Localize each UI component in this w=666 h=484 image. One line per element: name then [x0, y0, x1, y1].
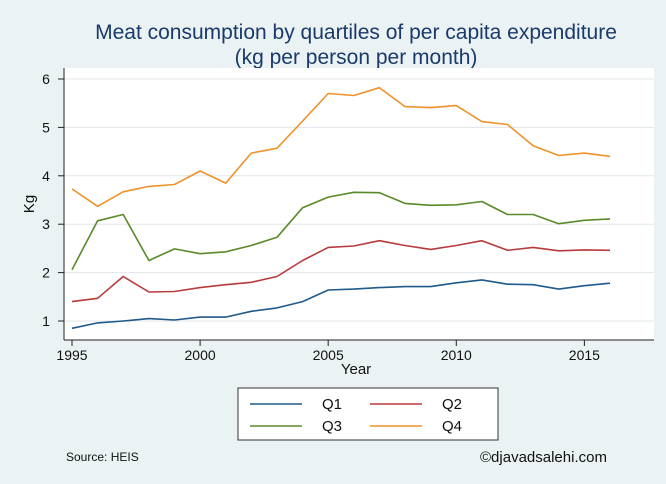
legend-box [237, 387, 499, 441]
y-tick-label-3: 3 [42, 216, 50, 232]
y-tick-label-1: 1 [42, 313, 50, 329]
legend-label-q3: Q3 [322, 418, 342, 435]
gridlines [64, 78, 654, 322]
series-line-q1 [71, 279, 611, 330]
x-tick-label-2005: 2005 [313, 347, 344, 363]
y-tick-label-4: 4 [42, 168, 50, 184]
credit-text: ©djavadsalehi.com [480, 449, 607, 466]
series-line-q4 [71, 86, 611, 208]
source-note: Source: HEIS [66, 450, 139, 464]
axes: 1 2 3 4 5 6 1995 2000 2005 2010 2015 [42, 68, 654, 363]
series-line-q2 [71, 239, 611, 303]
x-tick-label-2010: 2010 [441, 347, 472, 363]
series-lines [71, 86, 611, 330]
chart-title-line1: Meat consumption by quartiles of per cap… [95, 21, 617, 44]
series-line-q3 [71, 191, 611, 271]
legend-label-q1: Q1 [322, 396, 342, 413]
legend-label-q2: Q2 [442, 396, 462, 413]
y-tick-label-5: 5 [42, 119, 50, 135]
x-tick-label-2000: 2000 [185, 347, 216, 363]
legend-label-q4: Q4 [442, 418, 462, 435]
y-tick-label-6: 6 [42, 71, 50, 87]
chart-title-line2: (kg per person per month) [235, 46, 478, 69]
plot-area [64, 68, 654, 340]
x-axis-label: Year [341, 361, 371, 378]
legend: Q1 Q2 Q3 Q4 [237, 387, 499, 441]
x-tick-label-2015: 2015 [569, 347, 600, 363]
y-axis-label: Kg [21, 195, 38, 213]
x-tick-label-1995: 1995 [56, 347, 87, 363]
y-tick-label-2: 2 [42, 265, 50, 281]
